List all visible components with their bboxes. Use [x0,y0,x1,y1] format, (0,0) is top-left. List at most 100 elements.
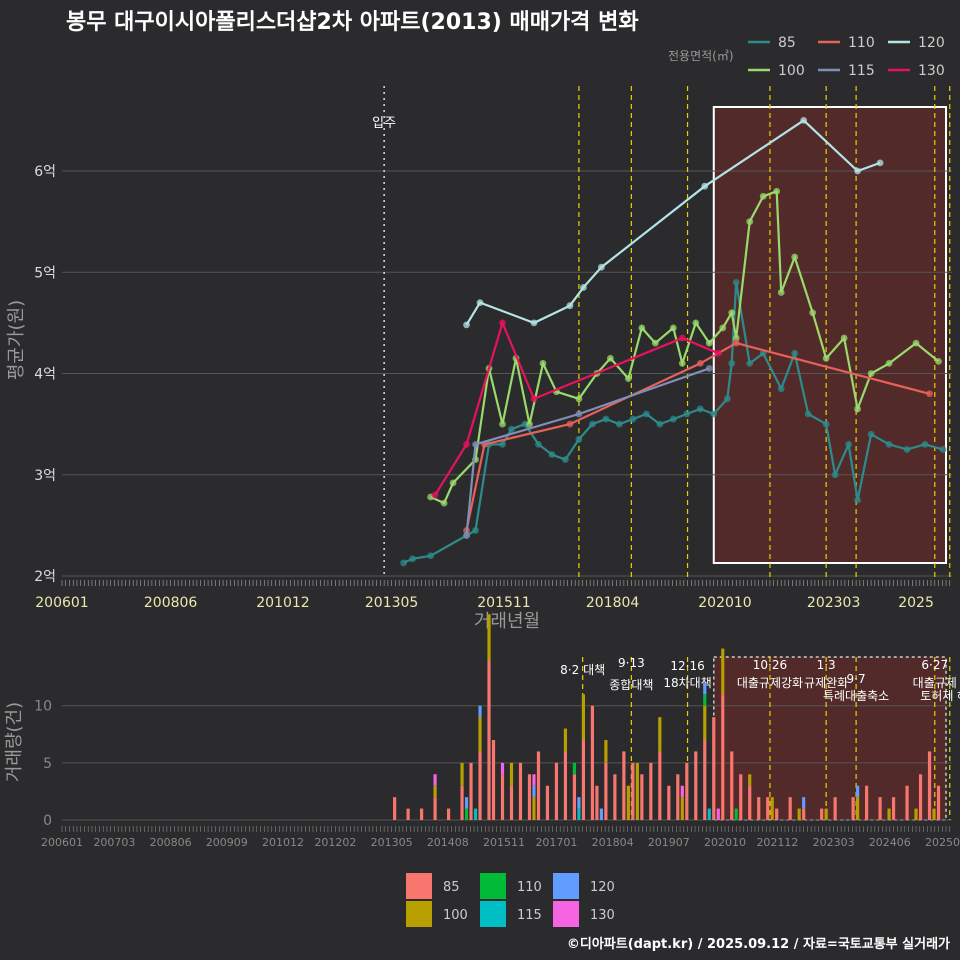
volume-x-tick-label: 202509 [925,836,960,849]
occupancy-label: 입주 [372,116,396,131]
data-point-115 [575,410,583,418]
data-point-85 [602,415,610,423]
data-point-85 [629,415,637,423]
data-point-85 [885,440,893,448]
volume-x-tick-label: 200909 [206,836,248,849]
data-point-120 [476,299,484,307]
volume-bar-100 [856,797,860,820]
volume-bar-110 [464,808,469,820]
volume-bar-100 [658,717,662,752]
volume-bar-85 [545,785,550,820]
volume-bar-130 [680,785,684,798]
volume-bar-85 [487,660,491,820]
data-point-85 [669,415,677,423]
volume-bar-85 [676,774,680,820]
volume-x-tick-label: 201804 [592,836,634,849]
volume-bar-85 [446,808,451,820]
data-point-100 [867,370,875,377]
volume-legend-label-120: 120 [590,880,615,895]
series-line-130 [434,319,719,496]
volume-bar-85 [748,785,752,820]
policy-label-name: 특례대출축소 [823,689,889,703]
volume-bar-120 [856,785,860,798]
volume-legend-label-110: 110 [517,880,542,895]
data-point-100 [651,339,659,347]
y-tick-label: 5억 [34,265,56,281]
volume-bar-85 [590,705,594,820]
data-point-120 [530,319,538,327]
data-point-100 [705,339,713,347]
data-point-85 [804,410,812,418]
data-point-120 [701,182,709,190]
volume-bar-100 [703,705,707,740]
volume-x-tick-label: 201012 [262,836,304,849]
volume-x-tick-label: 201202 [314,836,356,849]
volume-bar-85 [469,762,473,820]
data-point-85 [831,471,839,479]
data-point-110 [566,420,574,428]
highlight-box [712,106,948,564]
data-point-100 [759,192,767,200]
data-point-85 [732,278,740,286]
data-point-115 [463,532,470,539]
volume-bar-85 [433,797,437,820]
data-point-100 [854,405,862,413]
volume-x-tick-label: 201511 [483,836,525,849]
data-point-100 [935,357,942,365]
data-point-85 [696,405,704,413]
volume-bar-85 [581,740,586,820]
policy-label-date: 9·7 [847,672,866,686]
data-point-100 [606,354,614,362]
volume-bar-85 [878,797,882,820]
volume-bar-120 [599,808,603,820]
data-point-100 [669,324,677,332]
data-point-85 [710,410,718,418]
volume-bar-130 [532,774,536,786]
data-point-100 [624,375,632,382]
series-line-115 [465,367,710,536]
data-point-85 [777,385,785,393]
policy-label-date: 6·27 [921,658,948,672]
volume-bar-115 [577,808,581,820]
data-point-85 [656,420,664,428]
volume-bar-85 [536,751,541,820]
volume-bar-85 [518,762,523,820]
volume-bar-85 [820,808,824,820]
policy-label-date: 10·26 [753,658,787,672]
price-chart: 2억 3억 4억 5억 6억 200601 200806 201012 201305 201511… [6,35,952,632]
policy-label-name: 18차대책 [663,675,711,690]
volume-x-tick-label: 201907 [648,836,690,849]
volume-bar-85 [595,785,599,820]
volume-bar-100 [604,740,608,763]
volume-legend-label-130: 130 [590,908,615,923]
volume-bar-85 [712,717,716,820]
data-point-120 [580,284,587,291]
policy-label-date: 8·2 대책 [560,662,605,677]
data-point-100 [526,420,533,428]
data-point-85 [867,430,875,438]
legend-label-85: 85 [778,35,796,51]
policy-label-name: 규제완화 [804,676,848,690]
data-point-120 [463,321,470,329]
data-point-110 [696,359,704,367]
volume-bar-85 [478,751,482,820]
data-point-110 [926,390,933,398]
source-credit: ©디아파트(dapt.kr) / 2025.09.12 / 자료=국토교통부 실… [566,937,950,952]
x-tick-label: 202303 [807,595,860,611]
volume-bar-100 [563,728,568,752]
volume-bar-85 [631,762,635,820]
data-point-100 [449,479,457,487]
data-point-100 [885,359,893,367]
data-point-85 [723,395,731,403]
volume-bar-100 [748,774,752,786]
volume-bar-100 [487,614,491,660]
x-tick-label: 201511 [477,595,530,611]
volume-bar-120 [532,785,536,798]
volume-y-tick-label: 0 [43,813,52,829]
volume-bar-85 [658,751,662,820]
data-point-100 [912,339,920,347]
data-point-100 [728,309,736,317]
data-point-85 [822,420,830,428]
volume-bar-100 [914,808,918,820]
x-tick-label: 2025 [898,595,934,611]
